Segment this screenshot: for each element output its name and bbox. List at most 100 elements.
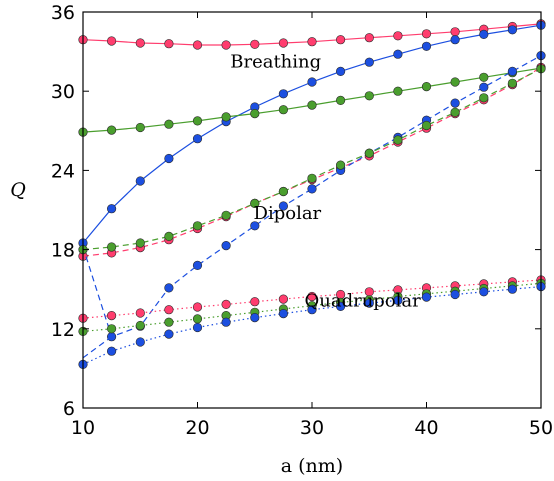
data-point bbox=[421, 120, 432, 131]
data-point bbox=[221, 317, 231, 327]
data-point bbox=[106, 125, 117, 135]
data-point bbox=[106, 204, 117, 214]
series-breathing-0 bbox=[78, 19, 546, 50]
y-axis-label: Q bbox=[10, 179, 26, 201]
data-point bbox=[192, 260, 203, 271]
data-point bbox=[164, 305, 174, 315]
data-point bbox=[106, 36, 117, 46]
annotation-breathing: Breathing bbox=[230, 51, 321, 72]
data-point bbox=[106, 346, 117, 356]
data-point bbox=[507, 284, 518, 294]
data-point bbox=[479, 82, 489, 92]
data-point bbox=[164, 153, 174, 164]
data-point bbox=[336, 35, 346, 45]
x-tick-label: 40 bbox=[414, 417, 438, 439]
data-point bbox=[393, 49, 403, 59]
data-point bbox=[221, 40, 231, 50]
series-quadrupolar-8 bbox=[78, 282, 546, 370]
series-quadrupolar-9 bbox=[82, 336, 112, 359]
series-line bbox=[82, 55, 542, 338]
data-point bbox=[307, 173, 317, 183]
data-point bbox=[135, 320, 145, 331]
data-point bbox=[221, 299, 231, 310]
y-tick-label: 36 bbox=[51, 2, 75, 24]
data-point bbox=[307, 291, 317, 302]
axis-labels: Q a (nm) bbox=[10, 179, 343, 477]
x-axis-label: a (nm) bbox=[281, 455, 343, 477]
data-point bbox=[364, 57, 374, 67]
data-point bbox=[106, 311, 117, 321]
data-point bbox=[336, 66, 346, 76]
data-point bbox=[336, 95, 346, 105]
data-point bbox=[221, 112, 231, 122]
series-line bbox=[82, 66, 542, 257]
data-point bbox=[450, 107, 460, 117]
series-breathing-2 bbox=[78, 63, 546, 137]
data-point bbox=[278, 105, 289, 115]
x-tick-label: 20 bbox=[185, 417, 209, 439]
data-point bbox=[393, 86, 403, 96]
data-point bbox=[421, 41, 432, 51]
x-tick-label: 10 bbox=[71, 417, 95, 439]
data-point bbox=[135, 176, 145, 186]
data-point bbox=[164, 39, 174, 49]
data-point bbox=[479, 29, 489, 40]
x-tick-label: 50 bbox=[529, 417, 553, 439]
data-point bbox=[192, 134, 203, 144]
data-point bbox=[250, 221, 260, 231]
series-line bbox=[82, 336, 112, 359]
data-point bbox=[307, 77, 317, 87]
data-point bbox=[393, 31, 403, 41]
data-point bbox=[192, 116, 203, 126]
data-point bbox=[278, 294, 289, 304]
data-point bbox=[450, 27, 460, 37]
data-point bbox=[307, 100, 317, 110]
data-point bbox=[364, 148, 374, 158]
data-point bbox=[393, 295, 403, 306]
data-point bbox=[278, 201, 289, 211]
data-point bbox=[336, 160, 346, 170]
data-point bbox=[192, 40, 203, 50]
data-point bbox=[192, 314, 203, 324]
y-tick-label: 30 bbox=[51, 81, 75, 103]
series-breathing-1 bbox=[78, 20, 546, 248]
data-point bbox=[164, 329, 174, 339]
y-tick-label: 18 bbox=[51, 240, 75, 262]
data-point bbox=[164, 317, 174, 327]
data-point bbox=[364, 33, 374, 43]
data-point bbox=[164, 283, 174, 293]
annotations: Breathing Dipolar Quadrupolar bbox=[230, 51, 421, 311]
series-dipolar-3 bbox=[78, 62, 546, 261]
series-line bbox=[82, 286, 542, 365]
data-point bbox=[450, 289, 460, 300]
x-tick-label: 30 bbox=[300, 417, 324, 439]
data-point bbox=[307, 37, 317, 47]
data-point bbox=[278, 186, 289, 197]
data-point bbox=[250, 39, 260, 49]
data-point bbox=[164, 119, 174, 129]
data-point bbox=[364, 91, 374, 101]
annotation-dipolar: Dipolar bbox=[254, 203, 322, 224]
data-point bbox=[421, 81, 432, 92]
data-point bbox=[336, 301, 346, 312]
y-tick-label: 24 bbox=[51, 160, 75, 182]
data-point bbox=[164, 231, 174, 241]
y-tick-label: 6 bbox=[63, 398, 75, 420]
data-point bbox=[278, 89, 289, 99]
annotation-quadrupolar: Quadrupolar bbox=[305, 290, 422, 311]
data-point bbox=[135, 122, 145, 133]
data-point bbox=[479, 93, 489, 103]
data-point bbox=[250, 108, 260, 119]
data-point bbox=[307, 305, 317, 315]
data-point bbox=[135, 38, 145, 48]
data-point bbox=[278, 38, 289, 48]
data-point bbox=[221, 241, 231, 251]
data-point bbox=[450, 35, 460, 45]
data-point bbox=[135, 308, 145, 318]
data-point bbox=[135, 337, 145, 347]
data-point bbox=[106, 324, 117, 334]
data-point bbox=[507, 78, 518, 88]
data-point bbox=[135, 238, 145, 248]
data-point bbox=[450, 77, 460, 87]
data-point bbox=[250, 198, 260, 208]
